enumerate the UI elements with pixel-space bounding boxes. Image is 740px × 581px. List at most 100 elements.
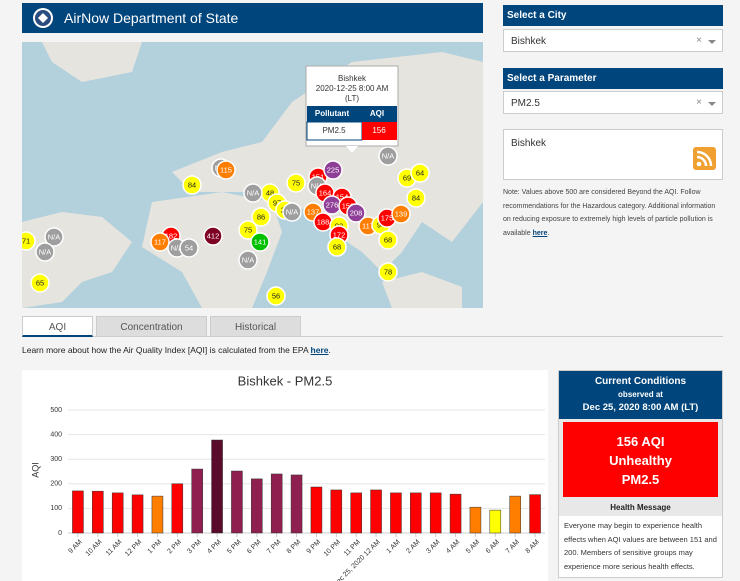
map-marker[interactable]	[282, 202, 302, 222]
tab[interactable]: AQI	[22, 316, 93, 337]
x-tick-label: 4 PM	[206, 539, 223, 556]
marker-label: N/A	[311, 181, 324, 190]
y-tick-label: 300	[50, 456, 62, 463]
map-marker[interactable]	[238, 220, 258, 240]
map-marker[interactable]	[179, 238, 199, 258]
map-marker[interactable]	[406, 188, 426, 208]
bar	[211, 439, 223, 534]
popup-pollutant: PM2.5	[322, 126, 346, 135]
map-marker[interactable]	[378, 146, 398, 166]
map-marker[interactable]	[410, 163, 430, 183]
map-marker[interactable]	[44, 227, 64, 247]
bar	[111, 492, 124, 534]
x-tick-label: 3 AM	[425, 539, 441, 555]
rss-icon[interactable]	[693, 147, 716, 170]
parameter-dropdown[interactable]: PM2.5 ×	[503, 91, 723, 114]
marker-label: 225	[327, 165, 340, 174]
popup-col: AQI	[370, 109, 384, 118]
marker-label: 48	[266, 188, 274, 197]
map-marker[interactable]	[251, 207, 271, 227]
marker-label: 84	[412, 193, 420, 202]
map-marker[interactable]	[391, 204, 411, 224]
map-marker[interactable]	[182, 175, 202, 195]
map-marker[interactable]	[150, 232, 170, 252]
tab[interactable]: Historical	[210, 316, 301, 337]
aqi-category: Unhealthy	[609, 453, 672, 468]
tab-rule	[22, 336, 723, 337]
bar	[191, 468, 203, 534]
tab[interactable]: Concentration	[96, 316, 207, 337]
note-link[interactable]: here	[532, 229, 548, 237]
x-tick-label: 6 PM	[246, 539, 263, 556]
x-tick-label: 2 PM	[167, 539, 184, 556]
select-label: Select a Parameter	[503, 68, 723, 89]
map-marker[interactable]	[286, 173, 306, 193]
map-marker[interactable]	[378, 230, 398, 250]
popup: Bishkek 2020-12-25 8:00 AM (LT) Pollutan…	[305, 65, 399, 153]
marker-label: N/A	[39, 247, 52, 256]
y-tick-label: 0	[58, 530, 62, 537]
marker-label: 175	[381, 213, 394, 222]
map-marker[interactable]	[327, 237, 347, 257]
marker-label: 71	[22, 236, 30, 245]
map-marker[interactable]	[203, 226, 223, 246]
note-end: .	[547, 229, 550, 237]
city-dropdown[interactable]: Bishkek ×	[503, 29, 723, 52]
health-title: Health Message	[610, 503, 671, 512]
map-marker[interactable]	[35, 242, 55, 262]
marker-label: 86	[257, 212, 265, 221]
marker-label: 115	[220, 165, 232, 174]
marker-label: 84	[188, 180, 196, 189]
clear-button[interactable]: ×	[696, 97, 702, 108]
conditions-time: Dec 25, 2020 8:00 AM (LT)	[582, 402, 699, 413]
x-tick-label: 5 PM	[226, 539, 243, 556]
y-tick-label: 100	[50, 505, 62, 512]
feed-box: Bishkek	[503, 129, 723, 180]
marker-label: N/A	[382, 151, 395, 160]
popup-time: 2020-12-25 8:00 AM	[316, 84, 389, 93]
bar	[290, 474, 303, 534]
marker-label: 172	[333, 230, 346, 239]
map-marker[interactable]	[22, 231, 36, 251]
x-tick-label: 9 PM	[306, 539, 323, 556]
map-marker[interactable]	[216, 160, 236, 180]
learn-link[interactable]: here	[310, 345, 329, 355]
map-marker[interactable]	[250, 232, 270, 252]
marker-label: 68	[384, 235, 392, 244]
map-marker[interactable]	[243, 183, 263, 203]
marker-label: 154	[336, 192, 349, 201]
marker-label: 75	[244, 225, 252, 234]
y-tick-label: 200	[50, 481, 62, 488]
x-tick-label: 8 PM	[286, 539, 303, 556]
x-tick-label: 2 AM	[405, 539, 421, 555]
conditions-observed: observed at	[618, 390, 663, 399]
map-marker[interactable]	[266, 286, 286, 306]
conditions: Current Conditions observed at Dec 25, 2…	[558, 370, 723, 578]
learn-end: .	[328, 345, 331, 355]
map-marker[interactable]	[30, 273, 50, 293]
marker-label: 188	[317, 217, 330, 226]
marker-label: 117	[362, 221, 374, 230]
map[interactable]: N/A1158475151225N/A164154276159208137188…	[22, 42, 483, 308]
map-marker[interactable]	[346, 203, 366, 223]
conditions-header: Current Conditions observed at Dec 25, 2…	[559, 371, 722, 419]
note: Note: Values above 500 are considered Be…	[503, 186, 718, 240]
marker-label: 139	[395, 209, 408, 218]
bar	[231, 470, 243, 534]
x-tick-label: 8 AM	[525, 539, 541, 555]
clear-button[interactable]: ×	[696, 35, 702, 46]
x-tick-label: 11 AM	[105, 539, 124, 558]
dropdown-value: Bishkek	[511, 36, 547, 47]
map-marker[interactable]	[238, 250, 258, 270]
marker-label: 75	[292, 178, 300, 187]
x-tick-label: 1 AM	[385, 539, 401, 555]
chart: Bishkek - PM2.5 AQI 0 100 200 300 400 500 9 AM…	[22, 370, 548, 581]
bar	[489, 509, 502, 534]
header: AirNow Department of State	[22, 3, 483, 33]
bar	[92, 490, 104, 534]
marker-label: N/A	[286, 207, 299, 216]
map-marker[interactable]	[323, 160, 343, 180]
map-marker[interactable]	[378, 262, 398, 282]
marker-label: 141	[254, 237, 267, 246]
bar	[310, 486, 323, 534]
